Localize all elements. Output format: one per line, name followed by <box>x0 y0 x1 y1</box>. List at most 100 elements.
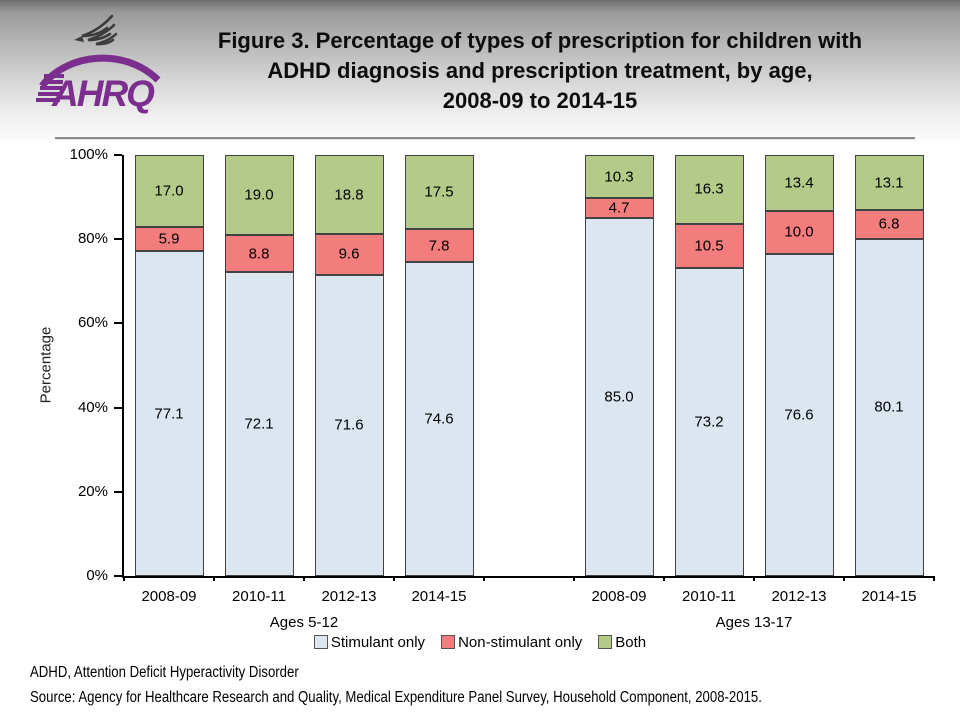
ahrq-logo: AHRQ <box>34 8 164 120</box>
bar-value-label: 16.3 <box>694 180 724 198</box>
x-category-label: 2010-11 <box>232 588 286 605</box>
bar-segment-both: 13.4 <box>764 155 834 212</box>
legend-swatch <box>313 635 328 649</box>
bar-segment-non-stimulant-only: 10.0 <box>764 211 834 254</box>
bar-segment-stimulant-only: 85.0 <box>584 218 654 576</box>
y-axis-title: Percentage <box>37 326 55 404</box>
x-category-label: 2014-15 <box>411 588 467 605</box>
legend-label: Both <box>615 633 647 651</box>
legend-label: Stimulant only <box>330 633 426 651</box>
x-axis-tick <box>573 576 575 581</box>
legend-swatch <box>598 635 613 649</box>
bar-value-label: 77.1 <box>154 405 184 423</box>
x-axis-tick <box>663 576 665 581</box>
bar-value-label: 8.8 <box>248 245 270 263</box>
x-category-label: 2010-11 <box>682 588 736 605</box>
y-axis-tick <box>114 322 122 325</box>
x-category-label: 2008-09 <box>141 588 197 605</box>
x-axis-tick <box>303 576 305 581</box>
bar-value-label: 73.2 <box>694 413 724 431</box>
bar-segment-stimulant-only: 74.6 <box>404 261 474 576</box>
y-axis-tick-label: 40% <box>77 398 108 416</box>
bar-value-label: 10.5 <box>694 237 724 255</box>
bar-value-label: 9.6 <box>338 245 360 263</box>
legend-item-non-stimulant-only: Non-stimulant only <box>441 634 582 651</box>
legend-item-both: Both <box>598 634 646 651</box>
bar-value-label: 13.4 <box>784 174 814 192</box>
bar-segment-non-stimulant-only: 7.8 <box>404 229 474 262</box>
legend-item-stimulant-only: Stimulant only <box>313 633 426 651</box>
bar-segment-both: 13.1 <box>854 155 924 211</box>
hhs-eagle-head <box>74 36 84 42</box>
y-axis-tick <box>114 575 122 577</box>
x-axis-tick <box>753 576 755 581</box>
bar-segment-non-stimulant-only: 9.6 <box>314 234 384 275</box>
y-axis-tick-label: 0% <box>86 567 108 584</box>
x-category-label: 2012-13 <box>771 588 827 605</box>
bar-value-label: 85.0 <box>604 388 634 406</box>
bar-segment-stimulant-only: 71.6 <box>314 274 384 576</box>
bar-segment-stimulant-only: 76.6 <box>764 253 834 576</box>
legend-label: Non-stimulant only <box>458 633 583 651</box>
y-axis-tick-label: 60% <box>77 314 108 332</box>
bar-segment-stimulant-only: 72.1 <box>224 272 294 576</box>
bar-value-label: 7.8 <box>428 237 450 255</box>
bar-value-label: 13.1 <box>874 174 904 192</box>
bar-value-label: 76.6 <box>784 406 814 424</box>
x-axis-tick <box>843 576 845 581</box>
y-axis-tick <box>114 154 122 156</box>
bar-segment-non-stimulant-only: 5.9 <box>134 226 204 252</box>
bar-segment-stimulant-only: 73.2 <box>674 267 744 576</box>
x-axis-tick <box>483 576 485 581</box>
bar-value-label: 6.8 <box>878 215 900 233</box>
bar-segment-both: 18.8 <box>314 155 384 235</box>
bar-value-label: 10.0 <box>784 223 814 241</box>
legend-swatch <box>441 635 456 649</box>
figure-title-line1: Figure 3. Percentage of types of prescri… <box>217 28 863 53</box>
y-axis-tick <box>114 490 122 493</box>
x-category-label: 2012-13 <box>321 588 377 605</box>
ahrq-logo-text: AHRQ <box>51 73 155 114</box>
footnote-abbreviation: ADHD, Attention Deficit Hyperactivity Di… <box>30 664 299 681</box>
x-axis-tick <box>123 576 125 581</box>
figure-title: Figure 3. Percentage of types of prescri… <box>145 26 935 116</box>
x-category-label: 2008-09 <box>591 588 647 605</box>
bar-value-label: 71.6 <box>334 416 364 434</box>
bar-value-label: 18.8 <box>334 186 364 204</box>
x-axis-tick <box>933 576 935 581</box>
chart-legend: Stimulant only Non-stimulant only Both <box>0 631 960 653</box>
y-axis-tick <box>114 406 122 409</box>
bar-segment-both: 19.0 <box>224 155 294 236</box>
bar-segment-non-stimulant-only: 6.8 <box>854 210 924 239</box>
figure-title-line2: ADHD diagnosis and prescription treatmen… <box>267 58 813 83</box>
x-axis-tick <box>393 576 395 581</box>
y-axis-tick-label: 80% <box>77 230 108 248</box>
bar-segment-both: 17.0 <box>134 155 204 227</box>
x-group-label: Ages 5-12 <box>269 614 339 631</box>
y-axis-tick-label: 100% <box>69 146 108 163</box>
y-axis-tick <box>114 238 122 241</box>
bar-value-label: 17.5 <box>424 183 454 201</box>
header-banner: AHRQ Figure 3. Percentage of types of pr… <box>0 0 960 140</box>
bar-segment-non-stimulant-only: 4.7 <box>584 198 654 219</box>
header-divider <box>55 137 915 140</box>
bar-value-label: 74.6 <box>424 410 454 428</box>
bar-segment-stimulant-only: 77.1 <box>134 251 204 576</box>
bar-value-label: 4.7 <box>608 199 630 217</box>
bar-segment-stimulant-only: 80.1 <box>854 238 924 576</box>
bar-segment-both: 10.3 <box>584 155 654 199</box>
plot-area: 77.1 5.9 17.0 2008-09 72.1 8.8 19.0 2010-11 71.6… <box>70 146 935 631</box>
x-axis-tick <box>213 576 215 581</box>
figure-title-line3: 2008-09 to 2014-15 <box>442 88 638 113</box>
bar-segment-both: 17.5 <box>404 155 474 230</box>
x-group-label: Ages 13-17 <box>715 614 793 631</box>
bar-value-label: 10.3 <box>604 168 634 186</box>
bar-segment-non-stimulant-only: 8.8 <box>224 235 294 273</box>
bar-segment-both: 16.3 <box>674 155 744 224</box>
bar-segment-non-stimulant-only: 10.5 <box>674 223 744 268</box>
ahrq-stripes <box>36 74 64 102</box>
bar-value-label: 19.0 <box>244 186 274 204</box>
bar-value-label: 80.1 <box>874 398 904 416</box>
hhs-eagle-icon <box>81 14 118 46</box>
